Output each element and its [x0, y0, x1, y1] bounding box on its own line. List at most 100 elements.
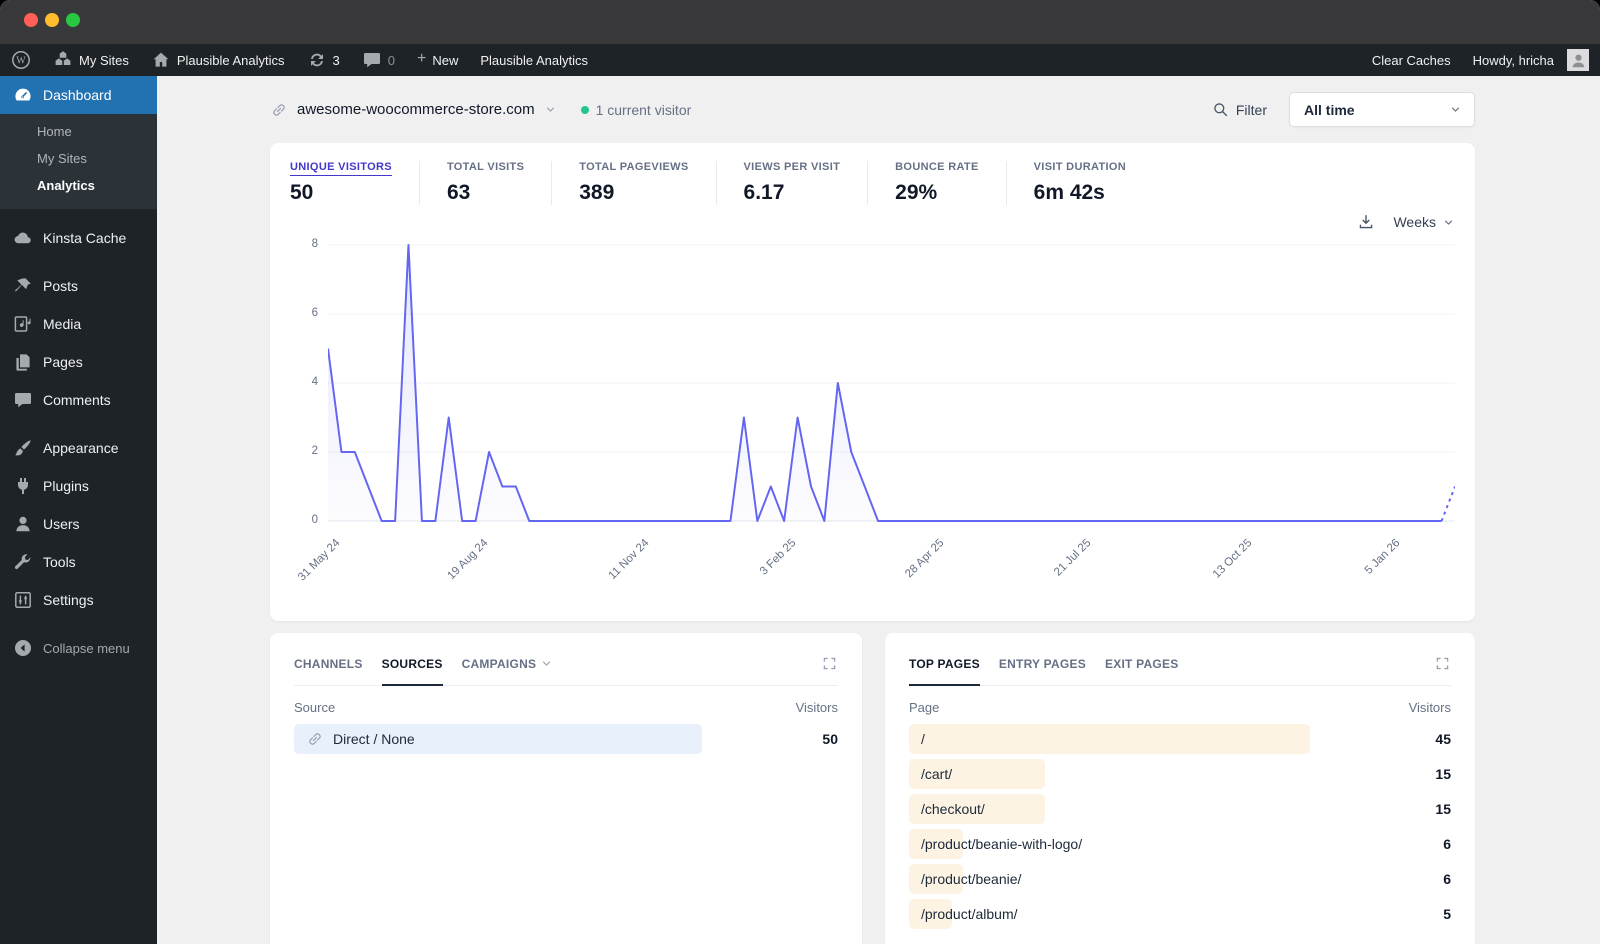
macos-titlebar [0, 0, 1600, 44]
metric-value: 63 [446, 181, 471, 204]
comment-icon [13, 390, 33, 410]
sidebar-item-label: Settings [43, 592, 94, 608]
expand-icon[interactable] [821, 655, 838, 672]
table-row[interactable]: /product/album/5 [909, 899, 1451, 929]
tab-sources[interactable]: SOURCES [381, 657, 443, 686]
row-label: /product/beanie-with-logo/ [921, 836, 1083, 852]
link-icon [270, 101, 288, 119]
metric-value: 6m 42s [1033, 181, 1105, 204]
interval-dropdown[interactable]: Weeks [1393, 214, 1455, 230]
metric-visit-duration[interactable]: VISIT DURATION 6m 42s [1034, 161, 1153, 205]
sidebar-item-appearance[interactable]: Appearance [0, 429, 157, 467]
sidebar-item-label: Appearance [43, 440, 119, 456]
wp-admin-sidebar: Dashboard Home My Sites Analytics Kinsta Cac… [0, 76, 165, 944]
table-row[interactable]: Direct / None 50 [294, 724, 838, 754]
sidebar-item-pages[interactable]: Pages [0, 343, 157, 381]
sidebar-item-tools[interactable]: Tools [0, 543, 157, 581]
fullscreen-window-button[interactable] [66, 13, 80, 27]
sidebar-item-label: Dashboard [43, 87, 112, 103]
tab-channels[interactable]: CHANNELS [294, 657, 363, 671]
sidebar-item-media[interactable]: Media [0, 305, 157, 343]
metric-bounce-rate[interactable]: BOUNCE RATE 29% [895, 161, 1007, 205]
column-headers: Page Visitors [909, 700, 1451, 715]
sidebar-item-posts[interactable]: Posts [0, 267, 157, 305]
adminbar-clear-caches[interactable]: Clear Caches [1361, 44, 1462, 76]
sidebar-item-label: Tools [43, 554, 76, 570]
chevron-down-icon [540, 657, 553, 670]
metric-label: VIEWS PER VISIT [743, 161, 841, 173]
current-visitors-label: 1 current visitor [595, 101, 692, 118]
sidebar-subitem-home[interactable]: Home [37, 124, 72, 139]
cloud-icon [13, 228, 33, 248]
close-window-button[interactable] [24, 13, 38, 27]
sidebar-item-label: Collapse menu [43, 640, 130, 656]
value-bar [909, 724, 1311, 754]
x-axis-tick: 3 Feb 25 [758, 537, 799, 578]
tab-entry-pages[interactable]: ENTRY PAGES [999, 657, 1086, 671]
tab-top-pages[interactable]: TOP PAGES [909, 657, 980, 686]
table-row[interactable]: / 45 [909, 724, 1451, 754]
svg-text:W: W [16, 56, 26, 67]
adminbar-new[interactable]: + New [406, 44, 469, 76]
sidebar-item-label: Posts [43, 278, 79, 294]
card-tabs: CHANNELS SOURCES CAMPAIGNS [294, 655, 838, 686]
adminbar-label: New [432, 52, 459, 68]
adminbar-wp-logo[interactable]: W [0, 44, 42, 76]
pin-icon [13, 276, 33, 296]
right-column-header: Visitors [1408, 700, 1451, 715]
pages-card: TOP PAGES ENTRY PAGES EXIT PAGES Page Visito… [885, 633, 1475, 944]
table-row[interactable]: /product/beanie-with-logo/6 [909, 829, 1451, 859]
adminbar-updates[interactable]: 3 [296, 44, 351, 76]
collapse-icon [13, 638, 33, 658]
sidebar-item-comments[interactable]: Comments [0, 381, 157, 419]
sidebar-item-kinsta-cache[interactable]: Kinsta Cache [0, 219, 157, 257]
metric-total-visits[interactable]: TOTAL VISITS 63 [446, 161, 553, 205]
adminbar-account[interactable]: Howdy, hricha [1462, 44, 1600, 76]
x-axis-tick: 5 Jan 26 [1362, 537, 1403, 577]
sidebar-item-plugins[interactable]: Plugins [0, 467, 157, 505]
sidebar-item-dashboard[interactable]: Dashboard [0, 76, 165, 114]
metric-value: 6.17 [743, 181, 785, 204]
sidebar-item-users[interactable]: Users [0, 505, 157, 543]
table-row[interactable]: /product/beanie/6 [909, 864, 1451, 894]
row-value: 15 [1435, 766, 1451, 782]
download-icon[interactable] [1357, 213, 1375, 231]
metric-views-per-visit[interactable]: VIEWS PER VISIT 6.17 [744, 161, 869, 205]
expand-icon[interactable] [1434, 655, 1451, 672]
row-value: 45 [1435, 731, 1451, 747]
adminbar-label: Plausible Analytics [176, 52, 285, 68]
value-bar [909, 794, 1045, 824]
tab-exit-pages[interactable]: EXIT PAGES [1105, 657, 1179, 671]
adminbar-label: 3 [332, 52, 340, 68]
row-value: 50 [822, 731, 838, 747]
metric-label: VISIT DURATION [1033, 161, 1127, 173]
date-range-select[interactable]: All time [1289, 92, 1475, 127]
row-value: 5 [1443, 906, 1451, 922]
table-row[interactable]: /cart/15 [909, 759, 1451, 789]
plus-icon: + [416, 50, 427, 67]
adminbar-label: Clear Caches [1371, 52, 1451, 68]
adminbar-my-sites[interactable]: My Sites [42, 44, 140, 76]
row-label: /product/album/ [921, 906, 1018, 922]
table-row[interactable]: /checkout/15 [909, 794, 1451, 824]
minimize-window-button[interactable] [45, 13, 59, 27]
metric-unique-visitors[interactable]: UNIQUE VISITORS 50 [290, 161, 420, 205]
interval-label: Weeks [1393, 214, 1436, 230]
filter-button[interactable]: Filter [1212, 101, 1267, 118]
sidebar-item-label: Pages [43, 354, 83, 370]
sidebar-item-collapse-menu[interactable]: Collapse menu [0, 629, 157, 667]
tab-campaigns[interactable]: CAMPAIGNS [462, 657, 554, 671]
visitors-chart: 0 2 4 6 8 31 May 24 19 Aug 24 11 Nov 24 3 Feb 2… [296, 238, 1456, 591]
dashboard-icon [13, 85, 33, 105]
site-selector[interactable]: awesome-woocommerce-store.com [270, 101, 557, 119]
metric-total-pageviews[interactable]: TOTAL PAGEVIEWS 389 [579, 161, 717, 205]
sidebar-item-label: Media [43, 316, 82, 332]
sidebar-subitem-analytics[interactable]: Analytics [37, 178, 95, 193]
sidebar-subitem-my-sites[interactable]: My Sites [37, 151, 87, 166]
adminbar-comments[interactable]: 0 [351, 44, 406, 76]
tab-label: CHANNELS [294, 656, 363, 671]
adminbar-plausible-menu[interactable]: Plausible Analytics [469, 44, 599, 76]
sidebar-item-settings[interactable]: Settings [0, 581, 157, 619]
breakdown-list: / 45/cart/15/checkout/15/product/beanie-w… [909, 724, 1451, 929]
adminbar-site-name[interactable]: Plausible Analytics [140, 44, 296, 76]
